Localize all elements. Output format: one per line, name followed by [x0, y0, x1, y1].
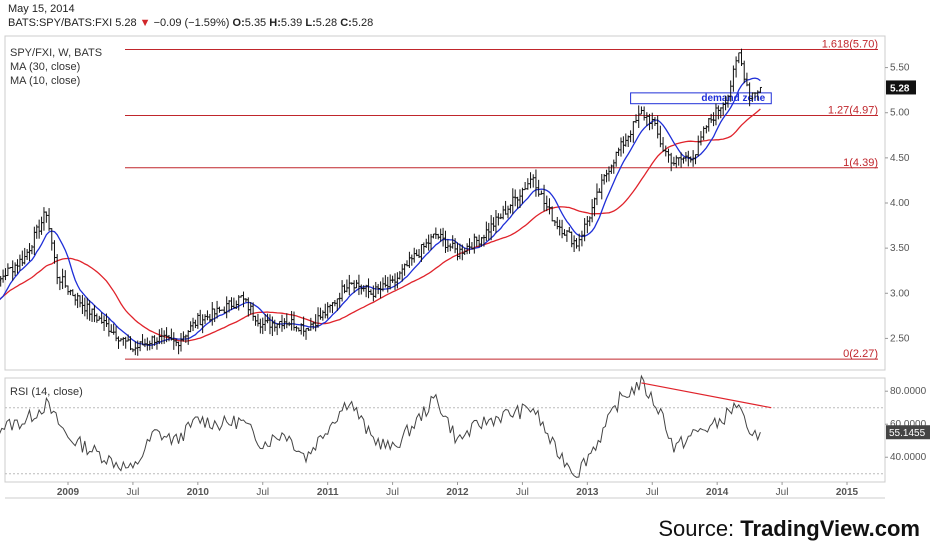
time-axis-label: 2014	[706, 487, 729, 498]
rsi-pane-frame	[4, 377, 886, 483]
price-change: −0.09 (−1.59%)	[153, 17, 230, 29]
source-prefix: Source:	[658, 516, 741, 541]
price-legend: SPY/FXI, W, BATS MA (30, close) MA (10, …	[10, 46, 102, 88]
time-axis-label: 2013	[576, 487, 599, 498]
rsi-axis-label: 80.0000	[890, 386, 927, 397]
price-axis-label: 4.00	[890, 198, 910, 209]
rsi-last-tag-label: 55.1455	[889, 428, 926, 439]
ma10-legend: MA (10, close)	[10, 75, 81, 87]
time-axis-label: 2010	[187, 487, 210, 498]
price-axis-label: 5.00	[890, 108, 910, 119]
time-axis-label: Jul	[776, 487, 789, 498]
fib-level-label: 1.618(5.70)	[822, 39, 878, 51]
ohlc-header: BATS:SPY/BATS:FXI 5.28 ▼ −0.09 (−1.59%) …	[8, 17, 373, 29]
fib-level-label: 1.27(4.97)	[828, 104, 878, 116]
time-axis-label: Jul	[646, 487, 659, 498]
high-label: H:	[269, 17, 281, 29]
fib-level-label: 1(4.39)	[843, 157, 878, 169]
time-axis-label: Jul	[516, 487, 529, 498]
symbol-label: BATS:SPY/BATS:FXI	[8, 17, 113, 29]
time-axis-label: Jul	[256, 487, 269, 498]
price-axis-label: 3.00	[890, 288, 910, 299]
ma10-line	[0, 77, 761, 346]
source-credit: Source: TradingView.com	[658, 516, 920, 542]
ma30-legend: MA (30, close)	[10, 61, 81, 73]
open-value: 5.35	[244, 17, 267, 29]
close-label: C:	[340, 17, 352, 29]
last-price-tag	[886, 80, 916, 95]
rsi-axis-label: 40.0000	[890, 452, 927, 463]
chart-date: May 15, 2014	[8, 3, 75, 15]
price-pane-frame	[4, 35, 886, 371]
price-axis-label: 2.50	[890, 333, 910, 344]
last-price: 5.28	[115, 17, 137, 29]
rsi-axis-label: 60.0000	[890, 419, 927, 430]
rsi-line	[0, 374, 761, 478]
rsi-divergence-line	[641, 382, 772, 409]
ma30-line	[0, 108, 761, 342]
price-axis-label: 5.50	[890, 63, 910, 74]
time-axis-label: Jul	[127, 487, 140, 498]
time-axis-label: 2009	[57, 487, 80, 498]
demand-zone-box	[630, 92, 772, 105]
time-axis-label: 2011	[317, 487, 339, 498]
down-arrow-icon: ▼	[139, 17, 151, 29]
low-label: L:	[305, 17, 316, 29]
price-legend-title: SPY/FXI, W, BATS	[10, 47, 103, 59]
time-axis-label: 2012	[446, 487, 469, 498]
time-axis-label: Jul	[386, 487, 399, 498]
open-label: O:	[232, 17, 245, 29]
high-value: 5.39	[280, 17, 303, 29]
low-value: 5.28	[315, 17, 338, 29]
last-price-tag-label: 5.28	[890, 83, 910, 94]
demand-zone-label: demand zone	[701, 93, 765, 104]
close-value: 5.28	[351, 17, 374, 29]
time-axis-label: 2015	[836, 487, 859, 498]
source-name: TradingView.com	[740, 516, 920, 541]
rsi-last-tag	[886, 425, 930, 440]
price-axis-label: 4.50	[890, 153, 910, 164]
price-axis-label: 3.50	[890, 243, 910, 254]
rsi-legend: RSI (14, close)	[10, 386, 83, 398]
fib-level-label: 0(2.27)	[843, 348, 878, 360]
price-bars	[0, 48, 762, 356]
